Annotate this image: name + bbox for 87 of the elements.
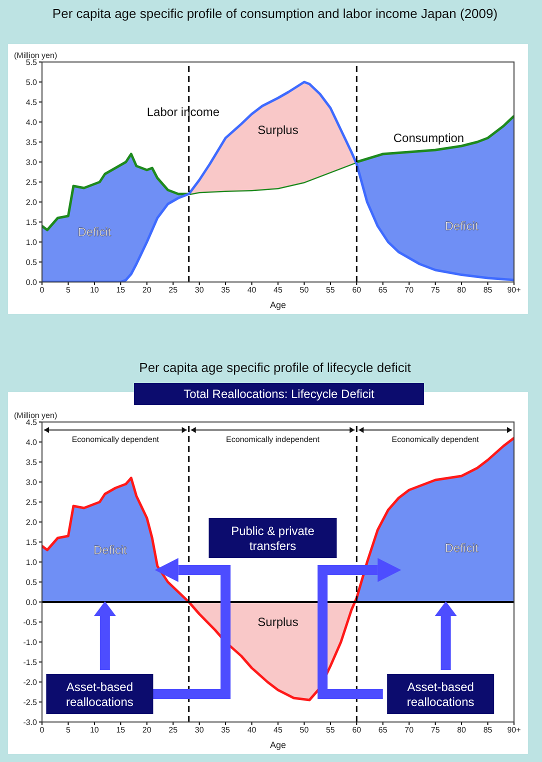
x-tick-label: 20 bbox=[142, 286, 152, 295]
annotation: Deficit bbox=[444, 541, 479, 555]
x-tick-label: 10 bbox=[90, 726, 100, 735]
x-tick-label: 10 bbox=[90, 286, 100, 295]
x-tick-label: 85 bbox=[483, 286, 493, 295]
x-tick-label: 35 bbox=[221, 726, 231, 735]
y-tick-label: 4.5 bbox=[26, 98, 38, 107]
y-tick-label: 4.5 bbox=[26, 418, 38, 427]
x-tick-label: 45 bbox=[274, 726, 283, 735]
x-tick-label: 80 bbox=[457, 286, 467, 295]
x-tick-label: 65 bbox=[378, 286, 388, 295]
annotation: Asset-based reallocations bbox=[406, 680, 474, 709]
y-tick-label: -1.0 bbox=[23, 638, 38, 647]
x-tick-label: 50 bbox=[300, 286, 310, 295]
x-tick-label: 40 bbox=[247, 286, 257, 295]
y-tick-label: 0.5 bbox=[26, 578, 38, 587]
annotation: Economically independent bbox=[226, 435, 320, 444]
x-tick-label: 30 bbox=[194, 286, 204, 295]
x-tick-label: 50 bbox=[300, 726, 310, 735]
x-tick-label: 40 bbox=[247, 726, 257, 735]
y-tick-label: 3.0 bbox=[26, 478, 38, 487]
annotation: Surplus bbox=[258, 615, 298, 629]
y-tick-label: 2.5 bbox=[26, 498, 38, 507]
x-tick-label: 15 bbox=[116, 726, 126, 735]
x-tick-label: 35 bbox=[221, 286, 231, 295]
y-tick-label: 0.0 bbox=[26, 598, 38, 607]
x-tick-label: 60 bbox=[352, 286, 362, 295]
chart-subtitle: Total Reallocations: Lifecycle Deficit bbox=[134, 383, 424, 405]
x-axis-title: Age bbox=[270, 300, 286, 310]
x-tick-label: 5 bbox=[66, 286, 71, 295]
y-tick-label: -1.5 bbox=[23, 658, 38, 667]
y-tick-label: -0.5 bbox=[23, 618, 38, 627]
annotation: Public & private transfers bbox=[231, 524, 315, 553]
y-tick-label: 4.0 bbox=[26, 118, 38, 127]
chart-title: Per capita age specific profile of consumption and labor income Japan (2009) bbox=[51, 6, 499, 22]
y-tick-label: -2.5 bbox=[23, 698, 38, 707]
x-axis-title: Age bbox=[270, 740, 286, 750]
annotation: Deficit bbox=[94, 543, 128, 557]
annotation: Asset-based reallocations bbox=[66, 680, 134, 709]
x-tick-label: 0 bbox=[40, 286, 45, 295]
x-tick-label: 45 bbox=[274, 286, 283, 295]
x-tick-label: 0 bbox=[40, 726, 45, 735]
annotation: Deficit bbox=[78, 225, 112, 239]
annotation: Deficit bbox=[444, 219, 479, 233]
y-tick-label: 1.0 bbox=[26, 558, 38, 567]
y-tick-label: 1.0 bbox=[26, 238, 38, 247]
x-tick-label: 80 bbox=[457, 726, 467, 735]
y-tick-label: 1.5 bbox=[26, 218, 38, 227]
x-tick-label: 30 bbox=[194, 726, 204, 735]
x-tick-label: 65 bbox=[378, 726, 388, 735]
y-tick-label: 5.0 bbox=[26, 78, 38, 87]
y-tick-label: 5.5 bbox=[26, 58, 38, 67]
x-tick-label: 25 bbox=[168, 286, 178, 295]
y-axis-title: (Million yen) bbox=[14, 411, 58, 420]
y-tick-label: 0.0 bbox=[26, 278, 38, 287]
y-tick-label: 2.5 bbox=[26, 178, 38, 187]
y-tick-label: -2.0 bbox=[23, 678, 38, 687]
x-tick-label: 90+ bbox=[507, 726, 522, 735]
x-tick-label: 55 bbox=[326, 286, 336, 295]
x-tick-label: 90+ bbox=[507, 286, 522, 295]
x-tick-label: 75 bbox=[430, 286, 440, 295]
y-tick-label: 4.0 bbox=[26, 438, 38, 447]
x-tick-label: 70 bbox=[404, 286, 414, 295]
x-tick-label: 60 bbox=[352, 726, 362, 735]
chart-title: Per capita age specific profile of lifecycle deficit bbox=[138, 360, 412, 376]
annotation: Economically dependent bbox=[72, 435, 160, 444]
y-tick-label: 0.5 bbox=[26, 258, 38, 267]
x-tick-label: 70 bbox=[404, 726, 414, 735]
series-label: Labor income bbox=[146, 105, 220, 119]
x-tick-label: 75 bbox=[430, 726, 440, 735]
series-label: Consumption bbox=[393, 131, 464, 145]
y-axis-title: (Million yen) bbox=[14, 51, 58, 60]
annotation: Surplus bbox=[258, 123, 298, 137]
y-tick-label: 3.5 bbox=[26, 458, 38, 467]
x-tick-label: 25 bbox=[168, 726, 178, 735]
y-tick-label: -3.0 bbox=[23, 718, 38, 727]
annotation: Economically dependent bbox=[392, 435, 480, 444]
y-tick-label: 3.5 bbox=[26, 138, 38, 147]
x-tick-label: 15 bbox=[116, 286, 126, 295]
y-tick-label: 3.0 bbox=[26, 158, 38, 167]
y-tick-label: 2.0 bbox=[26, 198, 38, 207]
x-tick-label: 20 bbox=[142, 726, 152, 735]
x-tick-label: 85 bbox=[483, 726, 493, 735]
x-tick-label: 55 bbox=[326, 726, 336, 735]
y-tick-label: 2.0 bbox=[26, 518, 38, 527]
x-tick-label: 5 bbox=[66, 726, 71, 735]
y-tick-label: 1.5 bbox=[26, 538, 38, 547]
